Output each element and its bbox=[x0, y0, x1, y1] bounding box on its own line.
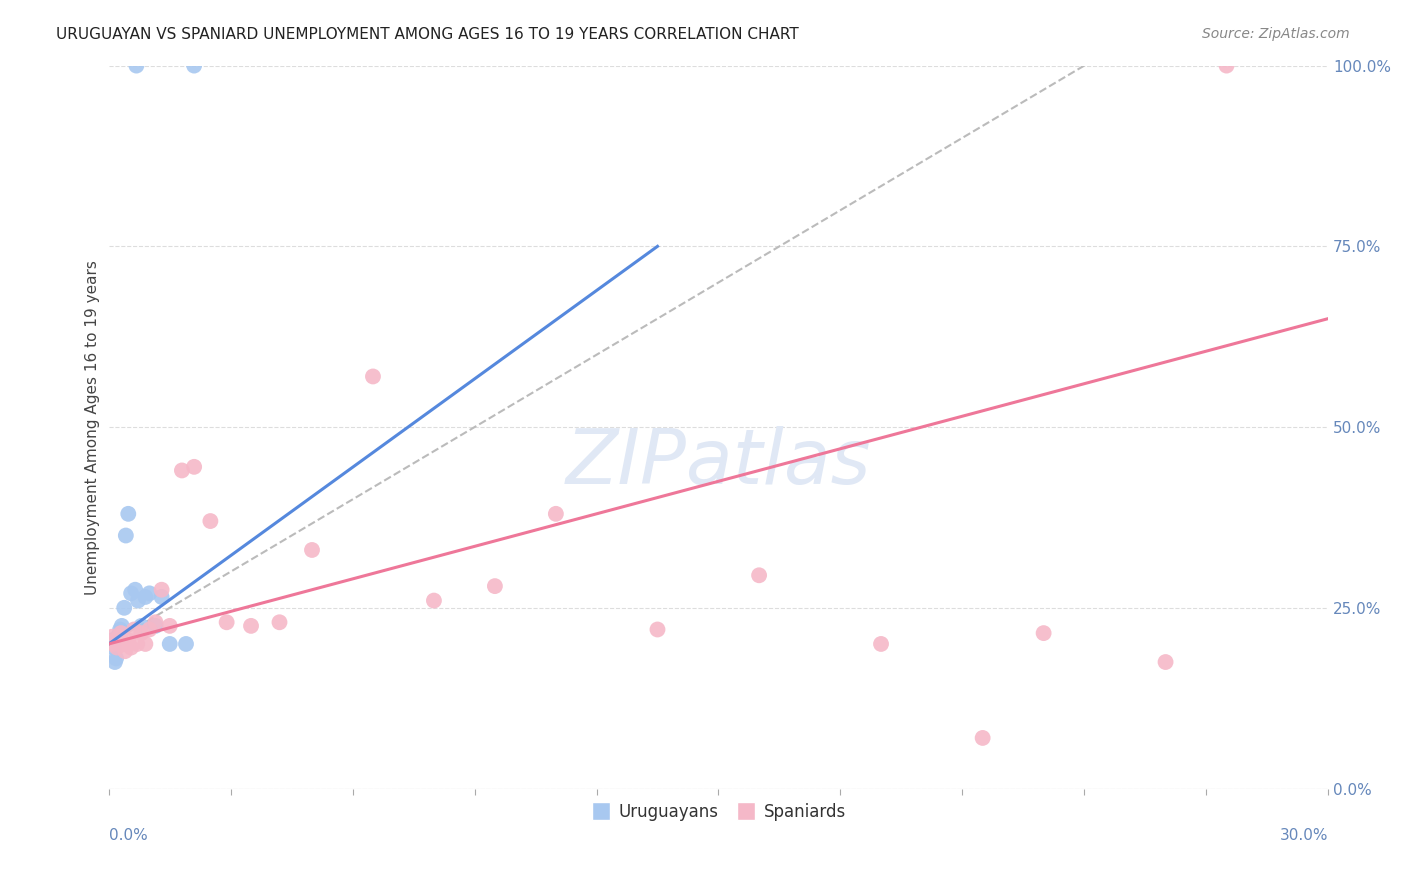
Point bbox=[1215, 59, 1237, 73]
Point bbox=[129, 619, 152, 633]
Point bbox=[108, 623, 131, 637]
Point bbox=[200, 514, 222, 528]
Point bbox=[114, 644, 136, 658]
Point bbox=[361, 369, 384, 384]
Point bbox=[647, 623, 669, 637]
Point bbox=[145, 615, 167, 630]
Point bbox=[103, 640, 125, 655]
Point bbox=[125, 59, 148, 73]
Point bbox=[117, 633, 139, 648]
Point bbox=[134, 637, 156, 651]
Text: URUGUAYAN VS SPANIARD UNEMPLOYMENT AMONG AGES 16 TO 19 YEARS CORRELATION CHART: URUGUAYAN VS SPANIARD UNEMPLOYMENT AMONG… bbox=[56, 27, 799, 42]
Point bbox=[544, 507, 567, 521]
Point bbox=[129, 626, 152, 640]
Point bbox=[301, 543, 323, 558]
Point bbox=[107, 630, 129, 644]
Point bbox=[170, 463, 193, 477]
Point bbox=[104, 633, 127, 648]
Text: ZIPatlas: ZIPatlas bbox=[565, 426, 872, 500]
Point bbox=[138, 586, 160, 600]
Point bbox=[138, 623, 160, 637]
Point bbox=[134, 590, 156, 604]
Point bbox=[240, 619, 263, 633]
Point bbox=[870, 637, 893, 651]
Point bbox=[111, 619, 134, 633]
Point bbox=[215, 615, 238, 630]
Point bbox=[110, 626, 132, 640]
Point bbox=[117, 507, 139, 521]
Point bbox=[1154, 655, 1177, 669]
Point bbox=[972, 731, 994, 745]
Point bbox=[484, 579, 506, 593]
Point bbox=[120, 640, 142, 655]
Point bbox=[159, 637, 181, 651]
Text: 0.0%: 0.0% bbox=[108, 829, 148, 843]
Point bbox=[269, 615, 291, 630]
Point bbox=[103, 637, 125, 651]
Point bbox=[105, 651, 128, 665]
Point bbox=[112, 600, 135, 615]
Legend: Uruguayans, Spaniards: Uruguayans, Spaniards bbox=[583, 796, 853, 827]
Point bbox=[174, 637, 197, 651]
Text: 30.0%: 30.0% bbox=[1279, 829, 1329, 843]
Point bbox=[101, 630, 124, 644]
Point bbox=[145, 619, 167, 633]
Point bbox=[115, 528, 138, 542]
Point bbox=[1032, 626, 1054, 640]
Point bbox=[101, 633, 124, 648]
Point bbox=[120, 586, 142, 600]
Point bbox=[105, 640, 128, 655]
Point bbox=[150, 582, 173, 597]
Point bbox=[104, 655, 127, 669]
Point bbox=[111, 637, 134, 651]
Point bbox=[748, 568, 770, 582]
Point bbox=[159, 619, 181, 633]
Point bbox=[127, 593, 149, 607]
Point bbox=[423, 593, 446, 607]
Point bbox=[127, 637, 149, 651]
Point bbox=[183, 459, 205, 474]
Y-axis label: Unemployment Among Ages 16 to 19 years: Unemployment Among Ages 16 to 19 years bbox=[86, 260, 100, 594]
Point bbox=[183, 59, 205, 73]
Point bbox=[124, 582, 146, 597]
Point bbox=[150, 590, 173, 604]
Text: Source: ZipAtlas.com: Source: ZipAtlas.com bbox=[1202, 27, 1350, 41]
Point bbox=[108, 630, 131, 644]
Point bbox=[122, 623, 145, 637]
